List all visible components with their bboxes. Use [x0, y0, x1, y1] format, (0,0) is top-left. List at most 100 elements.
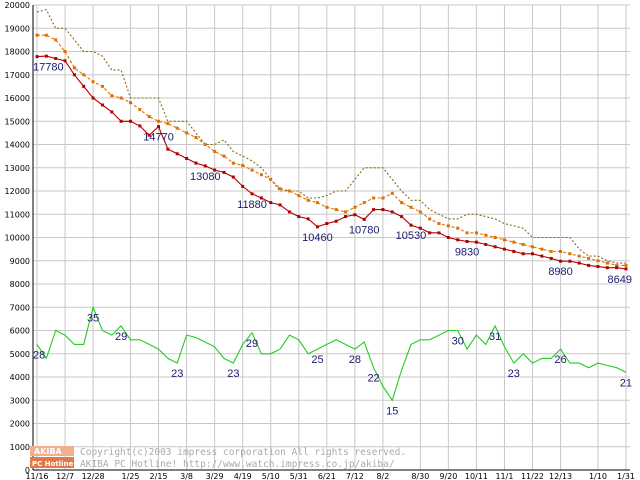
series-2-point [559, 259, 563, 263]
series-1-point [250, 168, 254, 172]
series-1-point [381, 196, 385, 200]
series-2-point [157, 125, 161, 129]
series-2-point [315, 225, 319, 229]
series-1-point [315, 201, 319, 205]
y-tick-label: 4000 [10, 373, 30, 382]
series-2-point [615, 266, 619, 270]
series-1-point [334, 208, 338, 212]
series-line-0 [36, 8, 626, 264]
x-tick-label: 1/25 [122, 472, 140, 480]
y-tick-label: 15000 [5, 117, 30, 126]
data-label: 17780 [33, 62, 64, 74]
x-tick-label: 3/8 [180, 472, 193, 480]
series-1-point [540, 247, 544, 251]
grid-layer [33, 4, 630, 470]
data-label: 28 [33, 349, 45, 361]
x-tick-label: 7/12 [346, 472, 364, 480]
series-1-point [128, 101, 132, 105]
x-tick-label: 4/19 [234, 472, 252, 480]
series-2-point [502, 247, 506, 251]
data-label: 14770 [143, 132, 174, 144]
data-label: 11880 [237, 199, 267, 211]
x-tick-label: 10/11 [465, 472, 488, 480]
series-2-point [474, 240, 478, 244]
series-1-point [185, 131, 189, 135]
data-label: 21 [620, 377, 632, 389]
data-label: 10530 [396, 230, 427, 242]
series-1-point [306, 198, 310, 202]
y-tick-label: 6000 [10, 327, 30, 336]
series-2-point [587, 263, 591, 267]
data-label: 23 [227, 368, 239, 380]
series-2-point [465, 239, 469, 243]
series-1-point [119, 96, 123, 100]
series-2-point [400, 215, 404, 219]
series-1-point [72, 66, 76, 70]
data-label: 25 [311, 354, 323, 366]
data-label: 22 [367, 373, 379, 385]
y-tick-label: 5000 [10, 350, 30, 359]
y-tick-label: 12000 [5, 187, 30, 196]
logo-top-text: AKIBA [34, 447, 62, 456]
x-tick-label: 11/16 [25, 472, 48, 480]
series-2-point [409, 223, 413, 227]
series-1-point [241, 163, 245, 167]
series-2-point [456, 238, 460, 242]
series-1-point [157, 119, 161, 123]
series-1-point [456, 226, 460, 230]
series-1-point [372, 196, 376, 200]
series-2-point [222, 170, 226, 174]
akiba-logo: AKIBA PC Hotline! [30, 446, 76, 468]
series-line-1 [37, 34, 626, 266]
y-tick-label: 16000 [5, 94, 30, 103]
series-1-point [549, 249, 553, 253]
data-label: 30 [452, 336, 464, 348]
series-1-point [138, 108, 142, 112]
series-1-point [166, 122, 170, 126]
series-2-point [203, 164, 207, 168]
series-1-point [512, 240, 516, 244]
x-tick-label: 2/15 [150, 472, 168, 480]
y-tick-labels: 0 1000 2000 3000 4000 5000 6000 7000 8000 9000 100… [5, 1, 30, 475]
series-1-point [147, 115, 151, 119]
y-tick-label: 19000 [5, 24, 30, 33]
series-2-point [147, 133, 151, 137]
series-2-point [44, 54, 48, 58]
series-1-point [362, 201, 366, 205]
series-2-point [54, 56, 58, 60]
series-line-2 [36, 55, 627, 270]
series-1-point [269, 177, 273, 181]
x-tick-label: 11/22 [521, 472, 544, 480]
series-1-point [231, 161, 235, 165]
y-tick-label: 2000 [10, 420, 30, 429]
series-2-point [390, 210, 394, 214]
series-1-point [502, 238, 506, 242]
x-tick-label: 1/31 [617, 472, 635, 480]
x-tick-label: 12/13 [549, 472, 572, 480]
x-tick-label: 12/7 [56, 472, 74, 480]
y-tick-label: 7000 [10, 303, 30, 312]
series-2-point [100, 103, 104, 107]
series-1-point [400, 201, 404, 205]
series-1-point [465, 231, 469, 235]
series-1-point [35, 33, 39, 37]
series-1-point [110, 94, 114, 98]
series-1-point [278, 187, 282, 191]
series-1-point [568, 252, 572, 256]
data-label: 31 [489, 331, 501, 343]
data-label: 10460 [302, 232, 333, 244]
series-1-point [428, 217, 432, 221]
series-2-point [446, 236, 450, 239]
y-tick-label: 11000 [5, 210, 30, 219]
series-1-point [484, 233, 488, 237]
series-layer [35, 8, 628, 402]
series-1-point [587, 256, 591, 260]
series-1-point [409, 205, 413, 209]
series-2-point [35, 55, 39, 59]
series-2-point [72, 73, 76, 77]
series-1-point [577, 254, 581, 258]
series-1-point [100, 84, 104, 88]
series-2-point [259, 196, 263, 200]
x-tick-label: 1/10 [589, 472, 607, 480]
x-tick-label: 12/28 [82, 472, 105, 480]
